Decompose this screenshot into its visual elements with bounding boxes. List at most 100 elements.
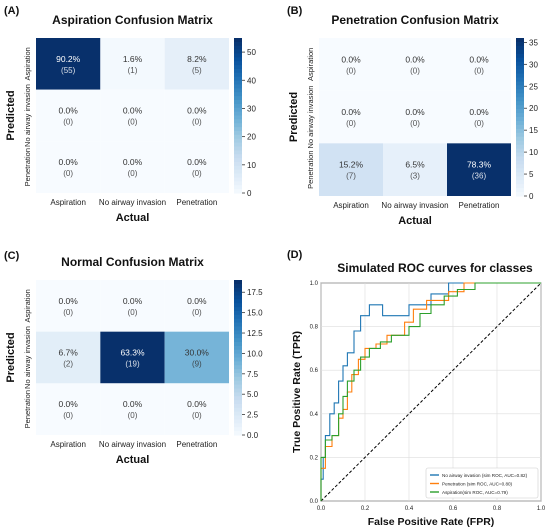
colorbar-segment	[234, 154, 242, 159]
y-tick-label: Penetration	[23, 148, 32, 186]
colorbar-segment	[234, 295, 242, 300]
heatmap-cell	[447, 143, 511, 196]
cell-count-label: (1)	[128, 66, 138, 75]
colorbar-segment	[234, 365, 242, 370]
y-tick-label: 0.6	[310, 368, 319, 374]
cell-percent-label: 15.2%	[339, 160, 364, 170]
cell-percent-label: 0.0%	[58, 399, 78, 409]
cell-percent-label: 0.0%	[187, 399, 207, 409]
x-tick-label: Aspiration	[333, 201, 369, 210]
x-tick-label: No airway invasion	[99, 198, 166, 207]
colorbar-segment	[234, 123, 242, 128]
cell-count-label: (0)	[128, 169, 138, 178]
heatmap-panel-b: (B) Penetration Confusion Matrix 0.0% (0) 0.…	[287, 5, 538, 227]
colorbar-segment	[234, 72, 242, 78]
colorbar-segment	[234, 53, 242, 58]
colorbar-tick-label: 20	[247, 133, 256, 142]
heatmap-cell	[447, 38, 511, 91]
colorbar-segment	[234, 69, 242, 74]
x-axis-label: False Positive Rate (FPR)	[368, 516, 495, 528]
cell-percent-label: 0.0%	[187, 296, 207, 306]
colorbar-segment	[234, 411, 242, 417]
y-tick-label: Aspiration	[23, 47, 32, 80]
cell-percent-label: 0.0%	[123, 399, 143, 409]
cell-count-label: (0)	[474, 66, 484, 75]
cell-percent-label: 30.0%	[185, 348, 210, 358]
colorbar-tick-label: 40	[247, 76, 256, 85]
colorbar-segment	[234, 353, 242, 359]
cell-percent-label: 1.6%	[123, 54, 143, 64]
heatmap-cell	[164, 141, 229, 193]
cell-count-label: (0)	[63, 411, 73, 420]
colorbar-segment	[516, 144, 524, 150]
heatmap-cell	[100, 141, 165, 193]
cell-percent-label: 0.0%	[405, 54, 425, 64]
x-tick-label: 1.0	[537, 506, 546, 512]
panel-label: (D)	[287, 249, 303, 261]
panel-label: (A)	[4, 5, 20, 17]
legend-entry: No airway invasion (sim ROC, AUC=0.82)	[442, 473, 528, 478]
colorbar-segment	[234, 373, 242, 378]
colorbar-segment	[234, 311, 242, 316]
colorbar-segment	[234, 404, 242, 409]
y-tick-label: 1.0	[310, 281, 319, 287]
cell-count-label: (0)	[474, 119, 484, 128]
cell-count-label: (0)	[63, 169, 73, 178]
colorbar-segment	[516, 188, 524, 193]
heatmap-cell	[100, 383, 165, 435]
colorbar-segment	[234, 38, 242, 43]
colorbar-segment	[516, 73, 524, 79]
colorbar-segment	[516, 164, 524, 169]
colorbar-segment	[234, 415, 242, 421]
colorbar-tick-label: 10.0	[247, 349, 263, 358]
colorbar-tick-label: 5	[529, 170, 534, 179]
colorbar-segment	[234, 134, 242, 140]
cell-count-label: (2)	[63, 360, 73, 369]
x-tick-label: No airway invasion	[381, 201, 448, 210]
colorbar-segment	[516, 148, 524, 154]
colorbar-tick-label: 0	[247, 189, 252, 198]
colorbar-segment	[516, 168, 524, 173]
colorbar-segment	[234, 65, 242, 70]
colorbar-segment	[516, 176, 524, 181]
colorbar-tick-label: 7.5	[247, 370, 259, 379]
colorbar-segment	[234, 49, 242, 55]
colorbar-segment	[234, 96, 242, 101]
cell-count-label: (0)	[192, 411, 202, 420]
colorbar-segment	[234, 380, 242, 386]
colorbar-segment	[234, 291, 242, 297]
colorbar-tick-label: 15.0	[247, 309, 263, 318]
y-axis-label: Predicted	[288, 92, 300, 142]
y-tick-label: Aspiration	[23, 289, 32, 322]
colorbar-segment	[234, 57, 242, 62]
y-tick-label: No airway invasion	[306, 86, 315, 149]
colorbar-segment	[234, 131, 242, 136]
colorbar-segment	[516, 57, 524, 63]
heatmap-cell	[100, 280, 165, 332]
colorbar-segment	[516, 69, 524, 75]
heatmap-cell	[383, 38, 447, 91]
y-axis-label: True Positive Rate (TPR)	[291, 331, 303, 453]
colorbar-tick-label: 12.5	[247, 329, 263, 338]
chance-diagonal-line	[320, 282, 542, 502]
colorbar-segment	[234, 299, 242, 304]
colorbar-segment	[234, 119, 242, 124]
x-tick-label: 0.2	[361, 506, 370, 512]
colorbar-segment	[234, 318, 242, 324]
cell-percent-label: 0.0%	[341, 107, 361, 117]
colorbar-tick-label: 20	[529, 104, 538, 113]
heatmap-cell	[447, 90, 511, 144]
heatmap-cell	[36, 38, 101, 90]
colorbar-segment	[516, 124, 524, 130]
colorbar-tick-label: 10	[529, 148, 538, 157]
heatmap-cell	[36, 331, 101, 384]
cell-count-label: (0)	[410, 66, 420, 75]
colorbar-segment	[516, 85, 524, 90]
heatmap-cell	[164, 280, 229, 332]
cell-count-label: (0)	[410, 119, 420, 128]
panel-label: (B)	[287, 5, 303, 17]
x-tick-label: Penetration	[176, 198, 217, 207]
colorbar-segment	[234, 303, 242, 308]
colorbar-tick-label: 25	[529, 82, 538, 91]
